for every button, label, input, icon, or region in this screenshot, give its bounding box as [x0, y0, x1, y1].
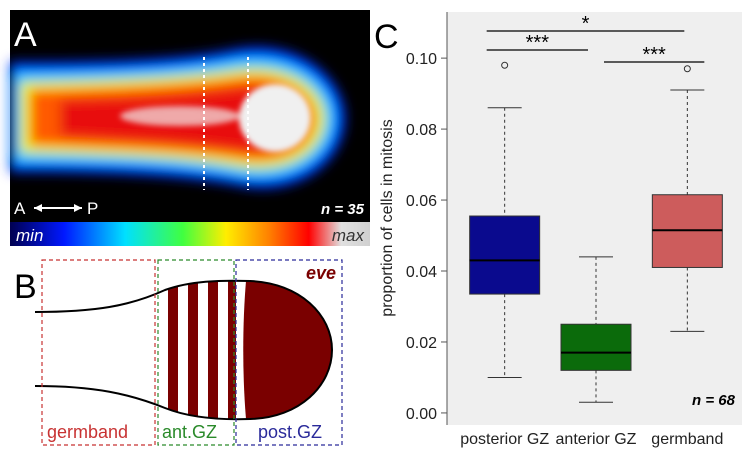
sample-size: n = 68	[692, 392, 736, 409]
x-tick-label: germband	[651, 431, 723, 448]
x-tick-label: anterior GZ	[556, 431, 637, 448]
outlier	[501, 61, 509, 69]
box	[469, 215, 541, 295]
panel-label: C	[374, 18, 399, 56]
gene-label: eve	[306, 263, 336, 283]
y-tick-label: 0.10	[406, 51, 437, 68]
region-box	[157, 259, 235, 446]
embryo-outline	[34, 279, 334, 421]
region-box	[235, 259, 343, 446]
y-tick-label: 0.00	[406, 406, 437, 423]
colorbar-max: max	[332, 226, 365, 245]
x-tick-label: posterior GZ	[460, 431, 549, 448]
panel-c: C proportion of cells in mitosis 0.00 0.0…	[374, 12, 742, 448]
significance-label: ***	[526, 32, 550, 54]
region-label: ant.GZ	[162, 422, 217, 442]
panel-b: B eve germband ant.GZ post.GZ	[14, 259, 343, 446]
sample-size: n = 35	[321, 201, 365, 218]
y-tick-label: 0.04	[406, 264, 437, 281]
axis-end: A	[14, 199, 26, 218]
heatmap-core	[120, 84, 311, 152]
region-label: post.GZ	[258, 422, 322, 442]
significance-label: ***	[642, 44, 666, 66]
panel-label: A	[14, 16, 37, 54]
colorbar-min: min	[16, 226, 43, 245]
panel-label: B	[14, 268, 37, 306]
panel-a: A A P n = 35 min max	[10, 10, 370, 246]
y-tick-label: 0.06	[406, 193, 437, 210]
y-tick-label: 0.08	[406, 122, 437, 139]
y-tick-label: 0.02	[406, 335, 437, 352]
significance-label: *	[582, 13, 590, 35]
eve-stripes	[168, 280, 332, 420]
region-label: germband	[47, 422, 128, 442]
colorbar	[10, 222, 370, 246]
region-box	[41, 259, 156, 446]
box	[560, 323, 632, 371]
y-axis-label: proportion of cells in mitosis	[379, 119, 396, 316]
boundary	[239, 284, 245, 416]
outlier	[683, 65, 691, 73]
axis-end: P	[87, 199, 98, 218]
